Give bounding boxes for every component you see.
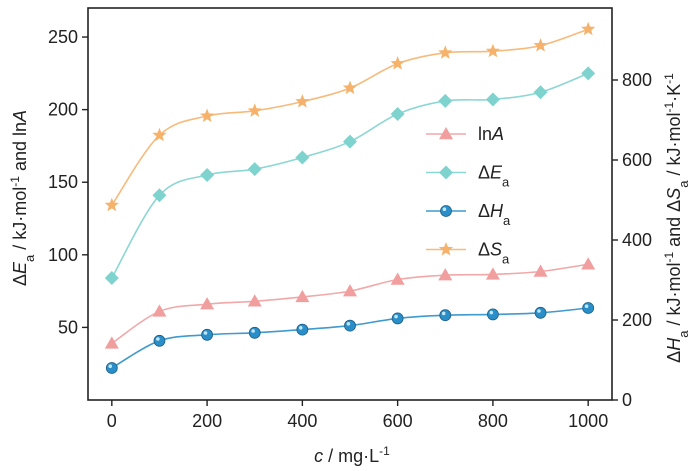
data-point-Ea xyxy=(200,167,215,182)
data-point-lnA xyxy=(485,267,500,280)
x-tick-label: 1000 xyxy=(568,411,608,431)
legend-marker-Ha xyxy=(440,205,452,217)
data-point-Ea xyxy=(438,93,453,108)
data-point-Ea xyxy=(343,134,357,149)
data-point-Ea xyxy=(104,271,119,286)
data-point-Sa xyxy=(438,45,453,59)
data-point-lnA xyxy=(533,264,548,277)
data-point-Ha xyxy=(487,308,499,321)
legend-label-Ea: ΔEa xyxy=(478,163,510,190)
series-line-lnA xyxy=(111,263,589,345)
y-axis-left-title: ΔEa / kJ·mol-1 and lnA xyxy=(8,110,37,286)
data-point-lnA xyxy=(104,336,119,349)
data-point-Ha-highlight xyxy=(108,364,113,369)
axes: 0 200 400 600 800 1000 50 100 150 200 250 0 200 400 60… xyxy=(48,7,652,431)
y-right-tick-label: 0 xyxy=(622,390,632,410)
data-point-Ea xyxy=(533,85,548,100)
y-right-tick-label: 800 xyxy=(622,70,652,90)
legend-marker-Sa xyxy=(438,242,454,256)
y-right-tick-label: 600 xyxy=(622,150,652,170)
data-point-Ha-highlight xyxy=(346,322,351,326)
data-point-Sa xyxy=(152,127,167,142)
data-point-Ha xyxy=(391,312,404,325)
data-point-Ha xyxy=(296,323,309,336)
data-point-Ea xyxy=(581,66,596,81)
data-point-Sa xyxy=(533,38,548,52)
data-point-Ha-highlight xyxy=(298,326,303,330)
data-point-Ea xyxy=(152,188,167,203)
data-point-lnA xyxy=(247,294,262,307)
data-point-Sa xyxy=(247,103,262,117)
data-point-Ha-highlight xyxy=(537,309,541,313)
data-point-lnA xyxy=(200,297,215,310)
data-point-Ea xyxy=(247,162,262,177)
data-point-Ea xyxy=(390,106,405,121)
legend-marker-Ha-highlight xyxy=(442,207,447,211)
x-tick-label: 600 xyxy=(383,411,413,431)
x-tick-label: 800 xyxy=(478,411,508,431)
legend-marker-Ea xyxy=(439,165,453,180)
data-point-Sa xyxy=(104,197,119,212)
data-point-Sa xyxy=(199,108,215,123)
data-point-Ha-highlight xyxy=(156,337,160,341)
y-right-tick-label: 400 xyxy=(622,230,652,250)
y-axis-right-title: ΔHa / kJ·mol-1 and ΔSa / kJ·mol-1·K-1 xyxy=(662,73,691,363)
data-point-Ha xyxy=(105,362,118,374)
legend: lnA ΔEa ΔHa ΔSa xyxy=(426,124,511,266)
y-left-tick-label: 200 xyxy=(48,100,78,120)
data-point-Ea xyxy=(485,92,500,107)
y-left-tick-label: 100 xyxy=(48,245,78,265)
legend-marker-lnA xyxy=(439,127,453,140)
data-point-Ha xyxy=(582,302,595,314)
x-tick-label: 400 xyxy=(287,411,317,431)
data-point-Ha-highlight xyxy=(584,304,589,309)
legend-label-lnA: lnA xyxy=(478,124,504,144)
data-point-Ha-highlight xyxy=(441,311,446,316)
data-point-Ha xyxy=(439,309,452,322)
data-point-Ha-highlight xyxy=(251,329,255,333)
data-point-Ha xyxy=(344,319,356,332)
data-point-Sa xyxy=(581,21,596,36)
legend-label-Sa: ΔSa xyxy=(478,240,510,267)
data-point-Ha-highlight xyxy=(489,310,494,315)
data-point-lnA xyxy=(438,268,453,281)
y-left-tick-label: 150 xyxy=(48,172,78,192)
data-point-Ea xyxy=(295,150,310,165)
data-point-Ha-highlight xyxy=(203,331,208,335)
data-point-Ha xyxy=(248,326,261,339)
data-point-Sa xyxy=(342,80,358,95)
data-point-Ha xyxy=(153,334,166,347)
y-left-tick-label: 250 xyxy=(48,27,78,47)
data-point-Sa xyxy=(485,43,501,58)
series-line-Ha xyxy=(111,307,589,369)
series-line-Sa xyxy=(111,28,589,206)
data-point-lnA xyxy=(343,284,357,297)
data-point-lnA xyxy=(390,272,405,285)
legend-label-Ha: ΔHa xyxy=(478,201,511,228)
data-point-Ha xyxy=(534,306,547,319)
plot-frame xyxy=(87,7,613,401)
data-point-Ha xyxy=(201,328,213,341)
data-point-lnA xyxy=(581,257,596,270)
y-left-tick-label: 50 xyxy=(58,317,78,337)
x-axis-title: c / mg·L-1 xyxy=(314,444,390,466)
y-right-tick-label: 200 xyxy=(622,310,652,330)
data-point-Sa xyxy=(295,94,310,108)
x-tick-label: 0 xyxy=(107,411,117,431)
plot-area xyxy=(104,21,596,374)
data-point-Ha-highlight xyxy=(394,314,398,319)
x-tick-label: 200 xyxy=(192,411,222,431)
data-point-lnA xyxy=(152,304,167,317)
data-point-lnA xyxy=(295,289,310,303)
series-line-Ea xyxy=(111,72,589,279)
data-point-Sa xyxy=(390,56,405,70)
